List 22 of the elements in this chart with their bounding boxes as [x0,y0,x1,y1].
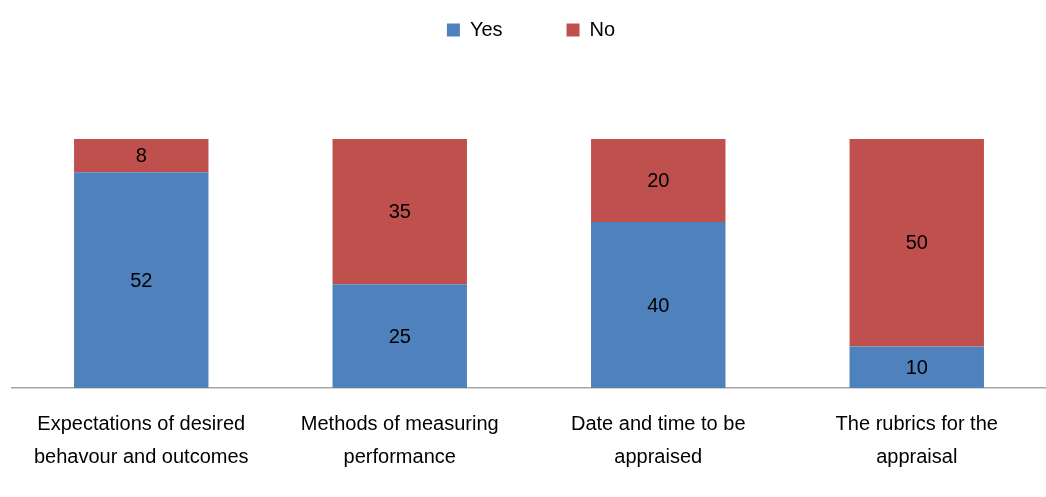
bar [591,139,726,222]
legend-label: No [589,17,616,40]
data-label: 52 [130,268,153,291]
bar [849,346,984,388]
data-label: 35 [388,200,411,223]
legend-label: Yes [469,17,503,40]
data-label: 20 [647,169,670,192]
bar [591,222,726,388]
x-tick-label: The rubrics for the appraisal [835,412,998,468]
data-label: 10 [905,355,928,378]
bar [849,139,984,347]
bar [332,284,467,388]
x-tick-label: Methods of measuring performance [300,412,499,468]
data-label: 8 [135,144,147,167]
data-label: 40 [647,293,670,316]
bar [74,172,209,388]
x-tick-label: Date and time to be appraised [570,412,746,468]
x-tick-label: Expectations of desired behavour and outcomes [33,412,249,468]
bar [332,139,467,285]
bar [74,139,209,173]
data-label: 50 [905,231,928,254]
data-label: 25 [388,324,411,347]
